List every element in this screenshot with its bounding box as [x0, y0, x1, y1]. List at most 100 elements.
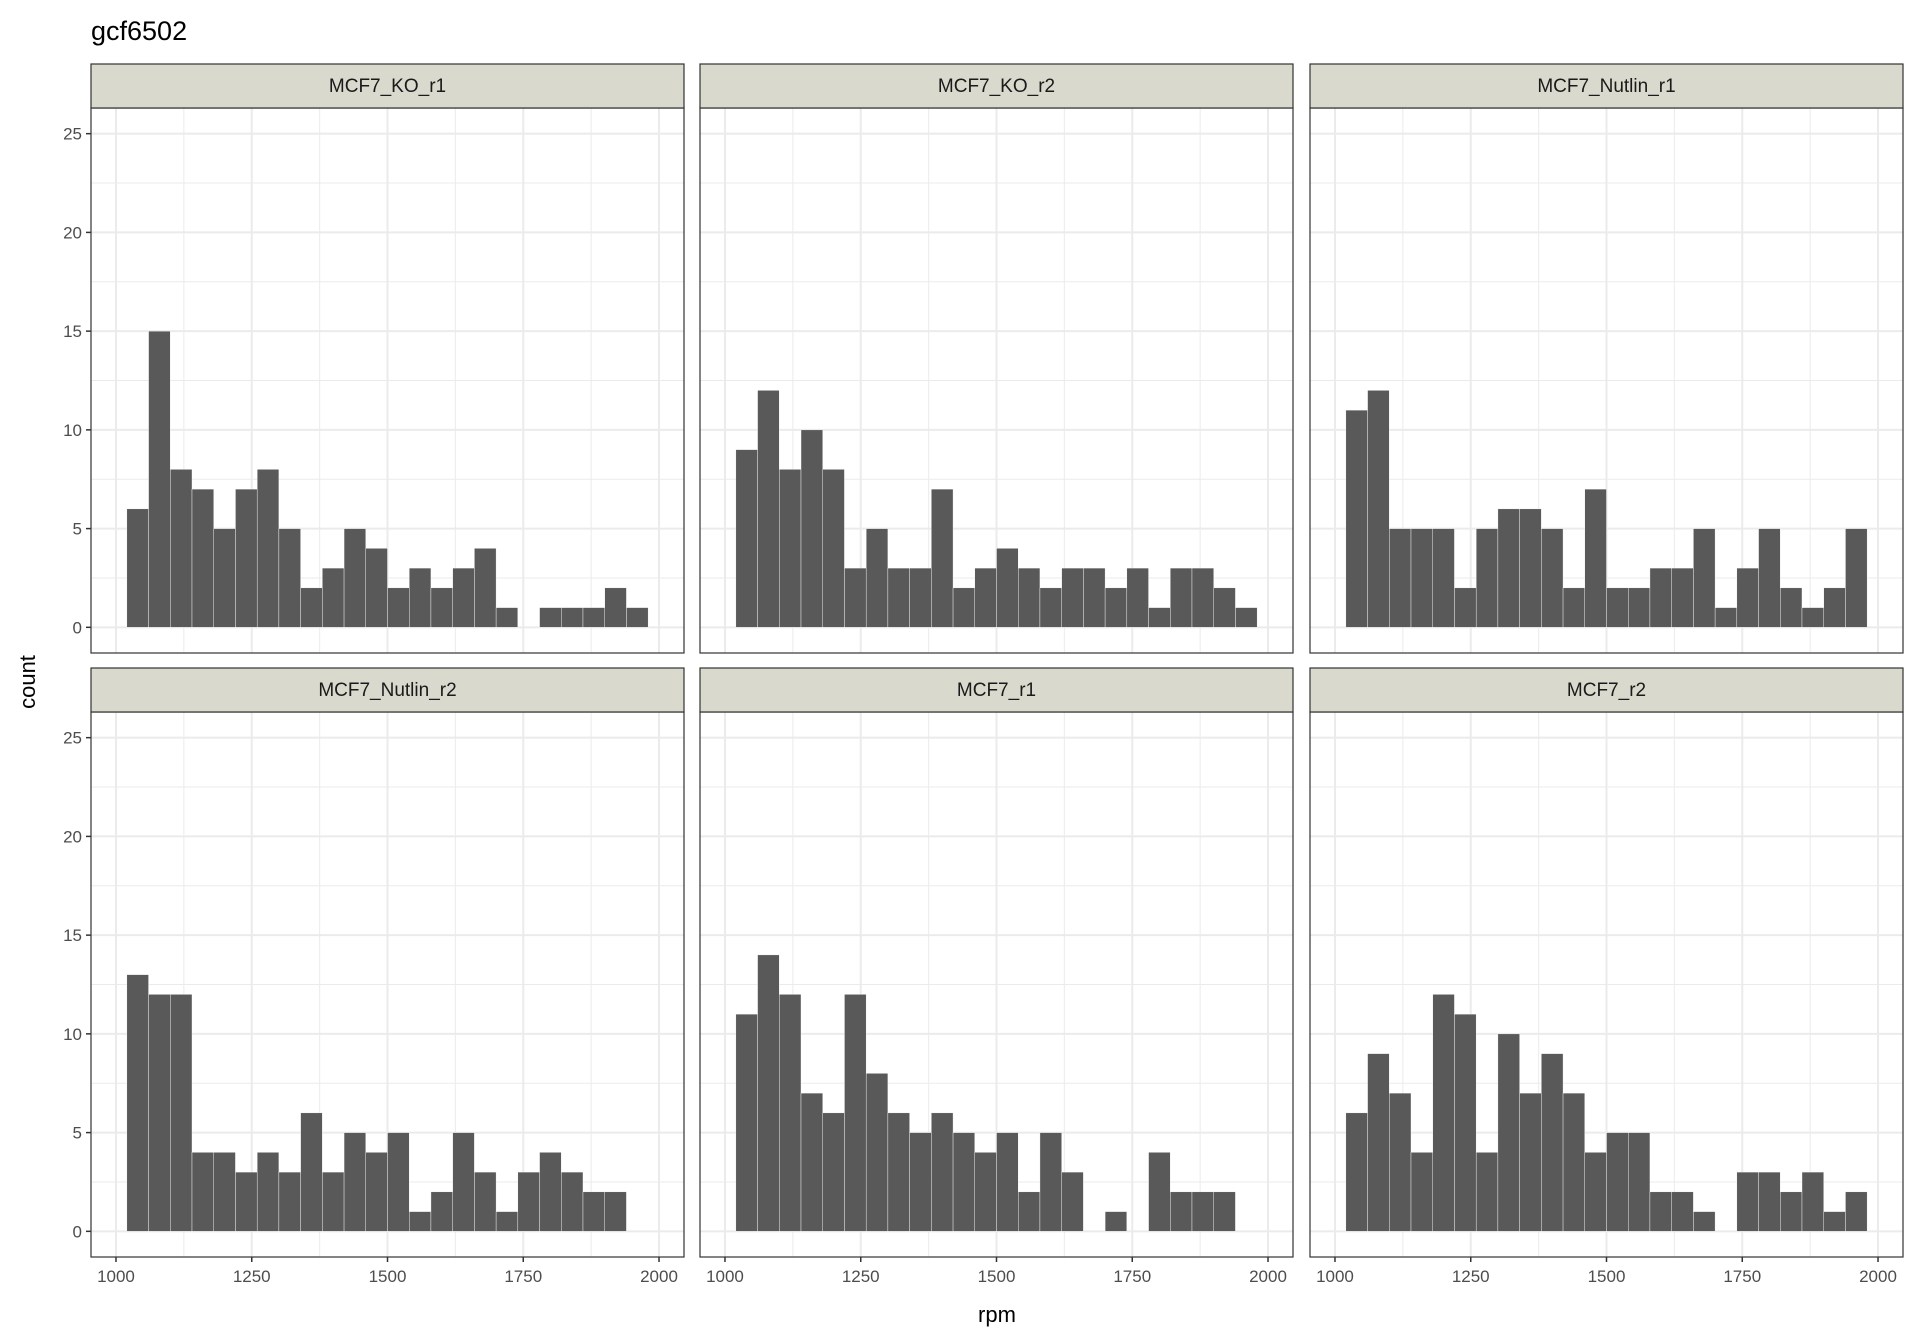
x-tick-label: 2000	[1859, 1267, 1897, 1286]
histogram-bar	[800, 429, 823, 628]
facet-label: MCF7_Nutlin_r1	[1537, 76, 1675, 97]
histogram-bar	[865, 1073, 889, 1232]
histogram-bar	[1736, 567, 1759, 628]
histogram-bar	[256, 1152, 280, 1232]
histogram-bar	[517, 1171, 540, 1232]
histogram-bar	[1780, 1191, 1803, 1232]
histogram-bar	[1104, 587, 1128, 628]
histogram-bar	[582, 1191, 605, 1232]
histogram-bar	[757, 390, 780, 628]
facet-panel: MCF7_KO_r2	[699, 63, 1294, 654]
y-tick-label: 5	[73, 1124, 82, 1143]
histogram-bar	[604, 587, 627, 628]
histogram-bar	[235, 488, 258, 628]
facet-label: MCF7_Nutlin_r2	[318, 680, 456, 701]
histogram-bar	[474, 548, 497, 628]
histogram-bar	[1432, 528, 1455, 628]
histogram-bar	[1823, 1211, 1846, 1232]
histogram-bar	[1671, 1191, 1694, 1232]
histogram-bar	[1497, 508, 1520, 628]
y-tick-label: 0	[73, 1222, 82, 1241]
histogram-bar	[1061, 567, 1084, 628]
facet-label: MCF7_r2	[1567, 680, 1646, 701]
histogram-bar	[1345, 409, 1368, 628]
histogram-bar	[278, 1171, 301, 1232]
histogram-bar	[1454, 587, 1477, 628]
histogram-bar	[1606, 587, 1629, 628]
histogram-bar	[539, 607, 562, 628]
histogram-bar	[1714, 607, 1738, 628]
facet-strip	[699, 63, 1294, 109]
histogram-bar	[539, 1152, 562, 1232]
histogram-bar	[1628, 587, 1651, 628]
x-tick-label: 1500	[369, 1267, 407, 1286]
histogram-bar	[1148, 1152, 1171, 1232]
histogram-bar	[1801, 607, 1824, 628]
histogram-bar	[582, 607, 605, 628]
facet-panel: MCF7_Nutlin_r1	[1309, 63, 1904, 654]
histogram-bar	[1780, 587, 1803, 628]
histogram-bar	[1693, 528, 1716, 628]
histogram-bar	[322, 1171, 345, 1232]
histogram-bar	[1235, 607, 1258, 628]
histogram-bar	[191, 488, 214, 628]
facet-label: MCF7_KO_r1	[329, 76, 446, 97]
histogram-bar	[452, 1132, 475, 1232]
histogram-bar	[1389, 1092, 1412, 1232]
x-tick-label: 2000	[1249, 1267, 1287, 1286]
histogram-bar	[1410, 528, 1433, 628]
histogram-bar	[1018, 567, 1041, 628]
histogram-bar	[1649, 1191, 1672, 1232]
histogram-bar	[735, 449, 758, 628]
histogram-bar	[909, 1132, 932, 1232]
histogram-bar	[974, 567, 997, 628]
histogram-bar	[1823, 587, 1846, 628]
histogram-bar	[1649, 567, 1672, 628]
histogram-bar	[1562, 1092, 1585, 1232]
x-tick-label: 2000	[640, 1267, 678, 1286]
histogram-bar	[126, 974, 149, 1232]
x-tick-label: 1000	[1316, 1267, 1354, 1286]
facet-strip	[90, 63, 685, 109]
histogram-bar	[1148, 607, 1171, 628]
histogram-bar	[1432, 994, 1455, 1232]
histogram-bar	[1083, 567, 1106, 628]
histogram-bar	[1170, 1191, 1193, 1232]
histogram-bar	[430, 1191, 453, 1232]
x-tick-label: 1250	[842, 1267, 880, 1286]
x-tick-label: 1750	[504, 1267, 542, 1286]
histogram-bar	[213, 1152, 236, 1232]
histogram-bar	[779, 994, 802, 1232]
histogram-bar	[952, 1132, 975, 1232]
histogram-bar	[495, 1211, 519, 1232]
histogram-bar	[343, 528, 366, 628]
histogram-bar	[1628, 1132, 1651, 1232]
histogram-bar	[1039, 1132, 1062, 1232]
facet-panel: MCF7_r1 1000 1250 1500 1750 2000	[699, 667, 1294, 1286]
histogram-bar	[126, 508, 149, 628]
x-tick-label: 1250	[1452, 1267, 1490, 1286]
histogram-bar	[148, 330, 171, 628]
histogram-bar	[1584, 1152, 1607, 1232]
histogram-bar	[1345, 1112, 1368, 1232]
histogram-bar	[148, 994, 171, 1232]
histogram-bar	[387, 1132, 410, 1232]
histogram-bar	[1454, 1013, 1477, 1232]
histogram-bar	[1758, 528, 1781, 628]
histogram-bar	[626, 607, 649, 628]
histogram-bar	[561, 1171, 584, 1232]
histogram-bar	[1367, 1053, 1390, 1232]
x-tick-label: 1000	[706, 1267, 744, 1286]
histogram-bar	[452, 567, 475, 628]
histogram-bar	[1389, 528, 1412, 628]
chart-title: gcf6502	[91, 16, 187, 46]
y-axis-title: count	[15, 655, 40, 709]
histogram-bar	[1061, 1171, 1084, 1232]
y-tick-label: 15	[63, 322, 82, 341]
histogram-bar	[1475, 1152, 1499, 1232]
y-tick-label: 10	[63, 421, 82, 440]
histogram-bar	[1191, 567, 1214, 628]
histogram-bar	[844, 994, 867, 1232]
histogram-bar	[300, 1112, 323, 1232]
histogram-bar	[1170, 567, 1193, 628]
